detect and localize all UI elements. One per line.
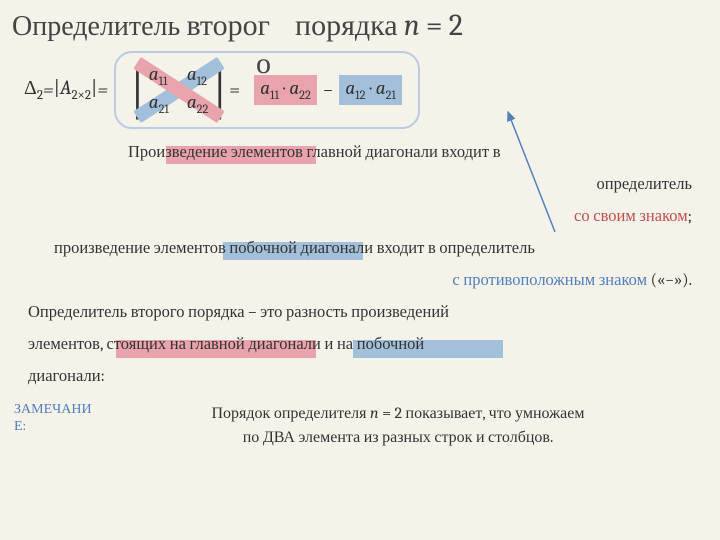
cell-a12: a12 (187, 63, 208, 89)
line5: элементов, стоящих на главной диагонали … (28, 331, 692, 359)
matrix-grid: a11 a12 a21 a22 (143, 63, 215, 117)
note-text: Порядок определителя n = 2 показывает, ч… (104, 401, 692, 449)
explanation-text: Произведение элементов главной диагонали… (0, 129, 720, 391)
title-w1: Определитель (12, 10, 180, 42)
determinant-matrix: | a11 a12 a21 a22 | (132, 63, 225, 117)
sec-diag-product: a12 · a21 (339, 75, 402, 105)
delta-symbol: Δ2 (24, 76, 43, 103)
title-w3: порядка (295, 8, 398, 43)
page-title: Определитель второг порядка n = 2 о (0, 0, 720, 43)
eq2: = (97, 78, 108, 101)
determinant-formula: Δ2 = |A2×2| = | a11 a12 a21 a22 | = (0, 43, 720, 129)
cell-a11: a11 (149, 63, 169, 89)
line4: Определитель второго порядка – это разно… (28, 299, 692, 327)
line1b: определитель (28, 171, 692, 199)
minus-sign: − (323, 79, 334, 101)
line3: с противоположным знаком («−»). (28, 267, 692, 295)
line1: Произведение элементов главной диагонали… (28, 139, 692, 167)
line1c: со своим знаком; (28, 203, 692, 231)
note-label: ЗАМЕЧАНИ Е: (14, 401, 104, 435)
formula-box: | a11 a12 a21 a22 | = a11 · a22 − (114, 51, 420, 129)
title-w2: второг (186, 8, 276, 43)
note: ЗАМЕЧАНИ Е: Порядок определителя n = 2 п… (0, 395, 720, 449)
eq3: = (229, 78, 240, 101)
expansion: a11 · a22 − a12 · a21 (254, 75, 402, 105)
line2: произведение элементов побочной диагонал… (28, 235, 692, 263)
cell-a21: a21 (149, 91, 169, 117)
title-eq: = (426, 8, 443, 43)
line6: диагонали: (28, 363, 692, 391)
title-val: 2 (449, 8, 463, 43)
eq1: = (43, 78, 54, 101)
title-var: n (404, 8, 420, 43)
main-diag-product: a11 · a22 (254, 75, 317, 105)
cell-a22: a22 (187, 91, 208, 117)
A-matrix-ref: |A2×2| (54, 76, 98, 103)
